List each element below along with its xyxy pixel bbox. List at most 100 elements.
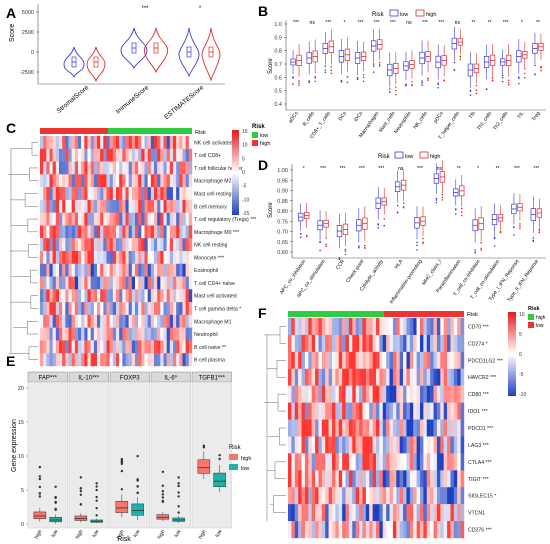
- heatmap-cell: [147, 353, 152, 367]
- heatmap-cell: [342, 453, 346, 471]
- outlier: [519, 223, 521, 225]
- heatmap-cell: [43, 174, 47, 188]
- panel-e-legend-low: low: [241, 466, 249, 472]
- heatmap-cell: [84, 174, 88, 188]
- heatmap-cell: [188, 212, 193, 226]
- heatmap-cell: [308, 351, 312, 369]
- heatmap-cell: [106, 353, 110, 367]
- heatmap-cell: [125, 136, 129, 149]
- heatmap-cell: [185, 136, 190, 149]
- heatmap-cell: [294, 436, 299, 454]
- heatmap-cell: [443, 453, 448, 471]
- heatmap-cell: [382, 504, 387, 522]
- heatmap-cell: [78, 251, 82, 264]
- outlier: [411, 84, 413, 87]
- x-category-label: MHC_class_I: [421, 259, 443, 287]
- heatmap-cell: [457, 385, 461, 403]
- heatmap-cell: [348, 351, 353, 369]
- heatmap-cell: [460, 487, 465, 505]
- heatmap-cell: [311, 351, 316, 369]
- heatmap-cell: [188, 302, 193, 316]
- heatmap-cell: [52, 225, 57, 239]
- heatmap-cell: [106, 251, 110, 264]
- heatmap-cell: [335, 504, 339, 522]
- heatmap-cell: [135, 212, 139, 226]
- heatmap-cell: [62, 340, 66, 354]
- heatmap-cell: [426, 318, 431, 336]
- panel-d-legend-high: high: [430, 154, 440, 160]
- heatmap-cell: [49, 314, 53, 328]
- heatmap-cell: [376, 385, 380, 403]
- x-category-label: HLA: [394, 258, 405, 270]
- panel-b-legend-low-key: [389, 9, 399, 17]
- facet-title: TGFB1***: [199, 376, 226, 382]
- heatmap-cell: [352, 318, 356, 336]
- heatmap-cell: [291, 504, 295, 522]
- heatmap-cell: [176, 238, 180, 252]
- heatmap-cell: [409, 385, 414, 403]
- outlier: [538, 231, 541, 234]
- heatmap-cell: [166, 212, 171, 226]
- heatmap-cell: [169, 136, 174, 149]
- heatmap-cell: [46, 263, 50, 277]
- heatmap-cell: [389, 334, 394, 353]
- heatmap-cell: [355, 470, 360, 488]
- heatmap-cell: [90, 251, 95, 264]
- heatmap-cell: [392, 385, 397, 403]
- heatmap-cell: [308, 504, 312, 522]
- heatmap-cell: [150, 289, 155, 303]
- heatmap-cell: [420, 351, 424, 369]
- heatmap-cell: [125, 251, 129, 264]
- heatmap-cell: [345, 470, 350, 488]
- outlier: [79, 503, 83, 506]
- panel-f-legend-low: low: [536, 323, 544, 329]
- heatmap-cell: [78, 187, 82, 201]
- box: [213, 472, 226, 487]
- heatmap-cell: [440, 334, 444, 353]
- heatmap-cell: [176, 314, 180, 328]
- heatmap-cell: [453, 385, 458, 403]
- heatmap-cell: [119, 136, 123, 149]
- heatmap-cell: [342, 368, 346, 386]
- heatmap-cell: [291, 470, 295, 488]
- heatmap-cell: [185, 199, 190, 213]
- heatmap-cell: [46, 340, 50, 354]
- heatmap-cell: [71, 353, 76, 367]
- heatmap-cell: [119, 161, 123, 175]
- heatmap-cell: [40, 225, 44, 239]
- outlier: [120, 460, 124, 463]
- heatmap-cell: [147, 251, 152, 264]
- heatmap-cell: [440, 385, 444, 403]
- heatmap-cell: [68, 174, 72, 188]
- panel-f-legend-high: high: [536, 315, 546, 321]
- heatmap-cell: [185, 212, 190, 226]
- heatmap-cell: [125, 276, 129, 290]
- outlier: [421, 84, 423, 86]
- heatmap-cell: [460, 368, 465, 386]
- outlier: [460, 207, 463, 210]
- outlier: [416, 249, 418, 251]
- heatmap-cell: [430, 334, 434, 353]
- heatmap-cell: [122, 148, 126, 162]
- heatmap-cell: [325, 334, 329, 353]
- sig-mark: ***: [358, 20, 364, 26]
- heatmap-cell: [453, 504, 458, 522]
- heatmap-cell: [112, 263, 117, 277]
- heatmap-cell: [59, 302, 63, 316]
- heatmap-cell: [311, 504, 316, 522]
- heatmap-cell: [335, 368, 339, 386]
- heatmap-cell: [376, 402, 380, 420]
- heatmap-cell: [154, 136, 158, 149]
- outlier: [330, 69, 333, 72]
- heatmap-cell: [338, 419, 343, 437]
- heatmap-cell: [372, 351, 377, 369]
- heatmap-cell: [93, 238, 98, 252]
- heatmap-cell: [185, 238, 190, 252]
- heatmap-cell: [46, 302, 50, 316]
- heatmap-cell: [74, 276, 79, 290]
- heatmap-cell: [362, 318, 367, 336]
- heatmap-cell: [147, 161, 152, 175]
- heatmap-cell: [138, 353, 142, 367]
- heatmap-cell: [453, 334, 458, 353]
- outlier: [177, 476, 180, 479]
